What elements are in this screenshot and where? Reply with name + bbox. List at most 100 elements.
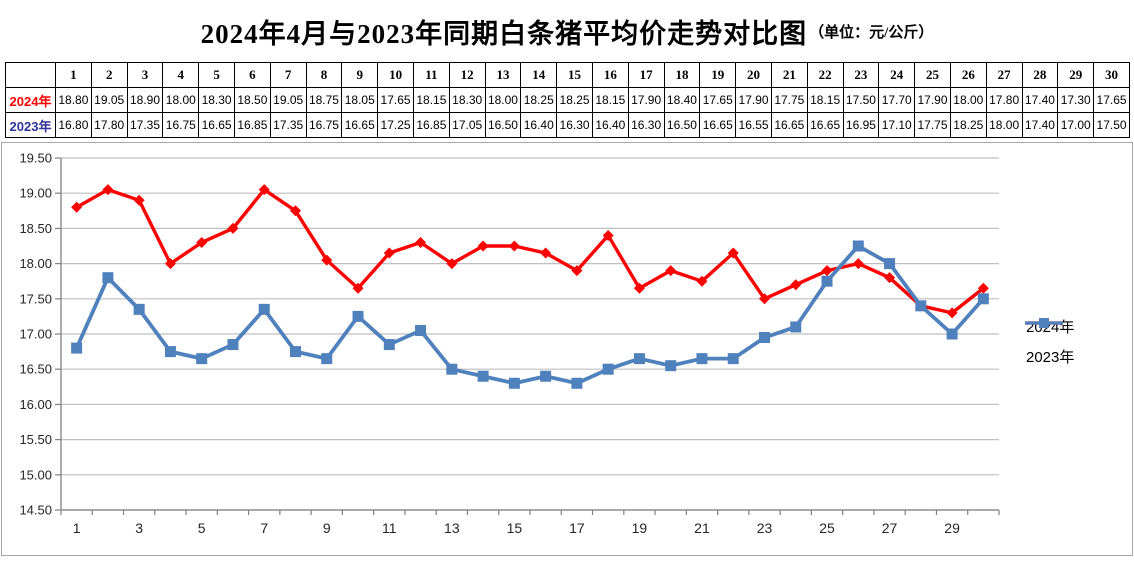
price-cell: 17.50 <box>842 87 880 113</box>
data-point-marker <box>227 222 239 234</box>
day-header-cell: 23 <box>842 62 880 88</box>
price-cell: 18.80 <box>55 87 92 113</box>
day-header-cell: 18 <box>663 62 701 88</box>
data-point-marker <box>915 300 927 312</box>
data-point-marker <box>164 258 176 270</box>
y-axis-label: 16.00 <box>19 397 52 412</box>
price-cell: 16.30 <box>627 112 665 138</box>
data-point-marker <box>633 353 645 365</box>
price-cell: 17.35 <box>126 112 164 138</box>
data-point-marker <box>196 236 208 248</box>
chart-svg: 19.50 19.00 18.50 18.00 17.50 17.00 16.50 16.00… <box>19 151 1000 536</box>
price-cell: 18.00 <box>949 87 987 113</box>
data-point-marker <box>133 303 145 315</box>
data-point-marker <box>446 258 458 270</box>
price-cell: 18.15 <box>806 87 844 113</box>
price-cell: 16.65 <box>770 112 808 138</box>
data-point-marker <box>446 363 458 375</box>
table-row-2024年: 2024年 18.80 19.05 18.90 18.00 18.30 18.50 19.05… <box>5 87 1130 113</box>
data-point-marker <box>383 339 395 351</box>
price-cell: 18.00 <box>484 87 522 113</box>
x-axis-label: 1 <box>73 520 81 536</box>
price-cell: 18.75 <box>305 87 343 113</box>
day-header-cell: 25 <box>914 62 951 88</box>
data-point-marker <box>759 332 770 344</box>
data-point-marker <box>852 240 864 252</box>
data-point-marker <box>227 339 239 351</box>
price-cell: 16.85 <box>412 112 450 138</box>
y-axis-label: 14.50 <box>19 503 52 518</box>
price-cell: 18.30 <box>448 87 486 113</box>
price-cell: 18.00 <box>985 112 1023 138</box>
price-cell: 17.70 <box>878 87 916 113</box>
data-point-marker <box>321 254 333 266</box>
day-header-cell: 1 <box>55 62 92 88</box>
price-cell: 19.05 <box>90 87 128 113</box>
price-cell: 17.10 <box>878 112 916 138</box>
data-point-marker <box>352 282 364 294</box>
day-header-cell: 4 <box>162 62 200 88</box>
data-point-marker <box>258 184 270 196</box>
day-header-cell: 28 <box>1021 62 1059 88</box>
price-cell: 18.30 <box>198 87 235 113</box>
x-axis-label: 13 <box>444 520 460 536</box>
y-axis-label: 16.50 <box>19 362 52 377</box>
day-header-cell: 24 <box>878 62 916 88</box>
day-header-cell: 14 <box>520 62 558 88</box>
chart-container: 19.50 19.00 18.50 18.00 17.50 17.00 16.50 16.00… <box>1 142 1133 556</box>
data-point-marker <box>602 363 614 375</box>
day-header-cell: 22 <box>806 62 844 88</box>
day-header-cell: 17 <box>627 62 665 88</box>
day-header-cell: 3 <box>126 62 164 88</box>
data-point-marker <box>477 370 489 382</box>
day-header-cell: 7 <box>269 62 307 88</box>
y-axis-label: 18.00 <box>19 256 52 271</box>
x-axis-label: 11 <box>382 520 397 536</box>
price-cell: 18.90 <box>126 87 164 113</box>
price-cell: 17.40 <box>1021 87 1059 113</box>
table-header-row: 1 2 3 4 5 6 7 8 9 10 11 12 13 14 15 16 17 18 19 20 21 22 23 24 2… <box>5 62 1130 88</box>
data-point-marker <box>415 324 427 336</box>
data-point-marker <box>508 240 520 252</box>
price-cell: 17.50 <box>1093 112 1130 138</box>
data-point-marker <box>102 184 114 196</box>
price-cell: 18.15 <box>591 87 629 113</box>
day-header-cell: 10 <box>377 62 414 88</box>
data-point-marker <box>290 205 301 217</box>
price-cell: 17.80 <box>985 87 1023 113</box>
data-point-marker <box>977 282 989 294</box>
price-cell: 17.35 <box>269 112 307 138</box>
y-axis-label: 15.00 <box>19 467 52 482</box>
price-cell: 16.75 <box>162 112 200 138</box>
price-cell: 17.40 <box>1021 112 1059 138</box>
price-cell: 16.65 <box>699 112 737 138</box>
data-point-marker <box>696 275 708 287</box>
data-point-marker <box>821 265 833 277</box>
data-point-marker <box>852 258 864 270</box>
data-point-marker <box>258 303 270 315</box>
x-axis-label: 5 <box>198 520 206 536</box>
data-point-marker <box>102 272 114 284</box>
day-header-cell: 12 <box>448 62 486 88</box>
price-cell: 16.95 <box>842 112 880 138</box>
data-point-marker <box>602 229 614 241</box>
day-header-cell: 26 <box>949 62 987 88</box>
day-header-cell: 8 <box>305 62 343 88</box>
table-row-2023年: 2023年 16.80 17.80 17.35 16.75 16.65 16.85 17.35… <box>5 112 1130 138</box>
price-table: 1 2 3 4 5 6 7 8 9 10 11 12 13 14 15 16 17 18 19 20 21 22 23 24 2… <box>5 62 1130 138</box>
x-axis-label: 19 <box>632 520 648 536</box>
data-point-marker <box>415 236 427 248</box>
legend-item-2023: 2023年 <box>1025 318 1074 367</box>
price-cell: 17.30 <box>1057 87 1095 113</box>
series-line-2024 <box>74 187 986 315</box>
day-header-cell: 27 <box>985 62 1023 88</box>
data-point-marker <box>164 346 176 358</box>
price-cell: 17.80 <box>90 112 128 138</box>
price-cell: 18.15 <box>412 87 450 113</box>
data-point-marker <box>946 307 958 319</box>
title-unit-label: （单位：元/公斤） <box>809 24 934 41</box>
price-cell: 17.75 <box>770 87 808 113</box>
y-axis-label: 15.50 <box>19 432 52 447</box>
data-point-marker <box>571 377 583 389</box>
price-cell: 16.40 <box>591 112 629 138</box>
